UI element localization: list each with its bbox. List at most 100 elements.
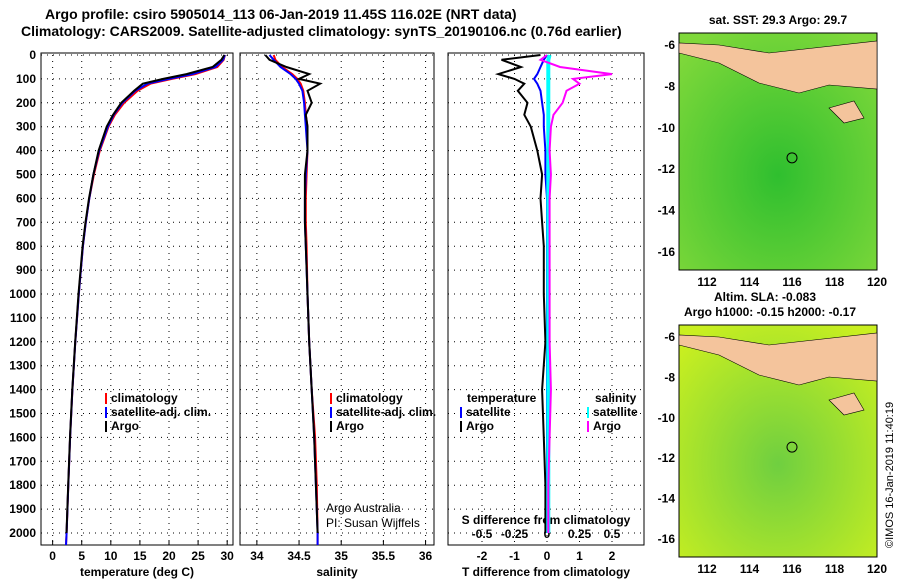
x-tick-label: 35.5 — [372, 549, 396, 563]
map-y-tick-label: -8 — [664, 370, 675, 384]
map-x-tick-label: 118 — [825, 275, 845, 289]
y-tick-label: 500 — [16, 168, 36, 182]
y-tick-label: 700 — [16, 215, 36, 229]
y-tick-label: 300 — [16, 120, 36, 134]
legend-label: climatology — [111, 391, 178, 405]
map-y-tick-label: -14 — [658, 204, 676, 218]
map-y-tick-label: -12 — [658, 451, 676, 465]
y-tick-label: 100 — [16, 72, 36, 86]
map-y-tick-label: -6 — [664, 38, 675, 52]
legend-swatch — [105, 393, 107, 404]
x2-tick-label: -0.25 — [501, 527, 529, 541]
legend-label: Argo — [593, 419, 621, 433]
land-java — [678, 332, 878, 386]
legend-label: Argo — [466, 419, 494, 433]
legend-title-salinity: salinity — [595, 391, 637, 405]
map-x-tick-label: 120 — [867, 275, 887, 289]
land-sumba — [828, 392, 865, 416]
series-satellite-adj-clim- — [65, 54, 226, 546]
y-tick-label: 1000 — [9, 287, 36, 301]
x-tick-label: 1 — [576, 549, 583, 563]
series-Argo — [65, 54, 226, 534]
argo-location-marker — [786, 441, 798, 453]
x-tick-label: 5 — [78, 549, 85, 563]
x-tick-label: 34 — [250, 549, 264, 563]
x2-tick-label: 0.5 — [604, 527, 621, 541]
legend-swatch — [587, 407, 589, 418]
series-S-satellite — [546, 54, 552, 533]
legend-swatch — [460, 407, 462, 418]
legend-label: satellite — [593, 405, 638, 419]
x-tick-label: -2 — [477, 549, 488, 563]
series-satellite-adj-clim- — [268, 54, 319, 545]
map-2-title-1: Altim. SLA: -0.083 — [714, 290, 816, 304]
legend-swatch — [330, 393, 332, 404]
legend-label: satellite — [466, 405, 511, 419]
map-x-tick-label: 116 — [782, 275, 802, 289]
y-tick-label: 1900 — [9, 502, 36, 516]
y-tick-label: 1500 — [9, 407, 36, 421]
x-axis-label: temperature (deg C) — [80, 565, 194, 579]
difference-frame — [447, 52, 645, 546]
x-axis-label: T difference from climatology — [462, 565, 630, 579]
series-climatology — [65, 54, 226, 546]
y-tick-label: 1100 — [10, 311, 36, 325]
land-sumba — [828, 100, 865, 124]
x-tick-label: 20 — [162, 549, 176, 563]
series-Argo — [264, 54, 323, 534]
y-tick-label: 2000 — [9, 526, 36, 540]
y-tick-label: 900 — [16, 263, 36, 277]
y-tick-label: 1400 — [9, 383, 36, 397]
argo-location-marker — [786, 152, 798, 164]
map-y-tick-label: -12 — [658, 162, 676, 176]
map-x-tick-label: 112 — [697, 275, 717, 289]
map-x-tick-label: 120 — [867, 562, 887, 576]
x2-tick-label: -0.5 — [472, 527, 493, 541]
map-x-tick-label: 114 — [740, 562, 760, 576]
map-y-tick-label: -10 — [658, 411, 676, 425]
legend-swatch — [330, 421, 332, 432]
y-tick-label: 1200 — [9, 335, 36, 349]
x-tick-label: 34.5 — [287, 549, 311, 563]
x-tick-label: 10 — [104, 549, 118, 563]
map-y-tick-label: -6 — [664, 330, 675, 344]
x-tick-label: 0 — [544, 549, 551, 563]
x2-tick-label: 0.25 — [568, 527, 592, 541]
map-1-title: sat. SST: 29.3 Argo: 29.7 — [709, 13, 848, 27]
legend-swatch — [460, 421, 462, 432]
map-x-tick-label: 114 — [740, 275, 760, 289]
x-tick-label: 15 — [133, 549, 147, 563]
legend-swatch — [330, 407, 332, 418]
map-x-tick-label: 118 — [825, 562, 845, 576]
footer-credit: ©IMOS 16-Jan-2019 11:40:19 — [884, 402, 896, 548]
y-tick-label: 800 — [16, 239, 36, 253]
map-y-tick-label: -16 — [658, 245, 676, 259]
x-tick-label: 30 — [221, 549, 235, 563]
map-x-tick-label: 112 — [697, 562, 717, 576]
y-tick-label: 400 — [16, 144, 36, 158]
credit-text: PI: Susan Wijffels — [326, 516, 420, 530]
legend-label: satellite-adj. clim. — [111, 405, 211, 419]
x-tick-label: 2 — [609, 549, 616, 563]
legend-label: Argo — [336, 419, 364, 433]
x-axis-label: salinity — [316, 565, 358, 579]
map-y-tick-label: -10 — [658, 121, 676, 135]
legend-title-temperature: temperature — [467, 391, 537, 405]
legend-swatch — [105, 407, 107, 418]
series-S-Argo — [538, 54, 613, 533]
map-x-tick-label: 116 — [782, 562, 802, 576]
salinity-frame — [239, 52, 435, 546]
x2-tick-label: 0 — [544, 527, 551, 541]
x-tick-label: 0 — [49, 549, 56, 563]
y-tick-label: 200 — [16, 96, 36, 110]
temperature-frame — [40, 52, 234, 546]
legend-label: satellite-adj. clim. — [336, 405, 436, 419]
y-tick-label: 0 — [29, 48, 36, 62]
x-tick-label: 36 — [419, 549, 433, 563]
y-tick-label: 1800 — [9, 478, 36, 492]
y-tick-label: 1600 — [9, 430, 36, 444]
credit-text: Argo Australia — [326, 501, 401, 515]
series-T-Argo — [494, 54, 547, 533]
